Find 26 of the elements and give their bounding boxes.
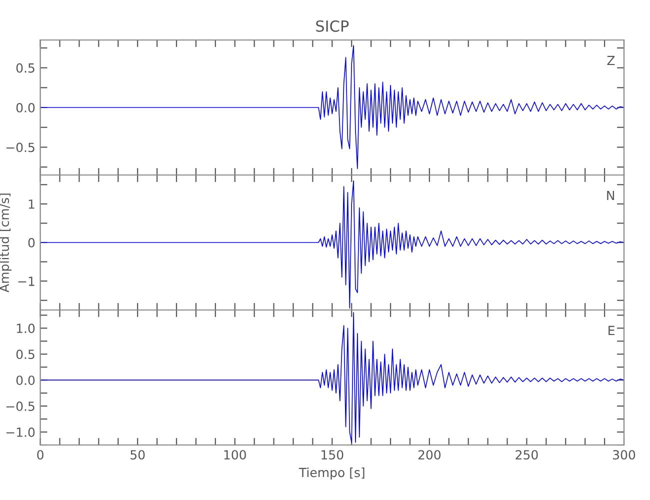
chart-title: SICP xyxy=(316,20,349,32)
y-tick-label: 0.5 xyxy=(16,63,34,73)
x-axis-title: Tiempo [s] xyxy=(298,468,364,480)
x-tick-label: 300 xyxy=(613,450,636,460)
annotation: E xyxy=(608,326,614,336)
x-tick-label: 250 xyxy=(516,450,538,460)
x-tick-label: 150 xyxy=(322,450,344,460)
y-tick-label: −1.0 xyxy=(6,427,35,437)
y-tick-label: −1 xyxy=(18,276,34,286)
x-tick-label: 50 xyxy=(130,450,145,460)
x-tick-label: 100 xyxy=(224,450,246,460)
line-series xyxy=(40,45,624,170)
y-tick-label: 1 xyxy=(28,200,34,209)
annotation: N xyxy=(607,190,614,200)
y-tick-label: 0.0 xyxy=(16,102,35,112)
y-tick-label: 0.0 xyxy=(16,376,35,386)
y-tick-label: −0.5 xyxy=(6,402,34,411)
line-series xyxy=(40,180,624,308)
y-tick-label: −0.5 xyxy=(6,142,34,152)
x-tick-label: 200 xyxy=(418,450,441,460)
x-tick-label: 0 xyxy=(37,450,44,460)
y-tick-label: 0 xyxy=(28,238,35,248)
y-tick-label: 1.0 xyxy=(16,324,35,334)
annotation: Z xyxy=(607,56,615,66)
line-series xyxy=(40,312,624,443)
y-tick-label: 0.5 xyxy=(16,350,34,360)
